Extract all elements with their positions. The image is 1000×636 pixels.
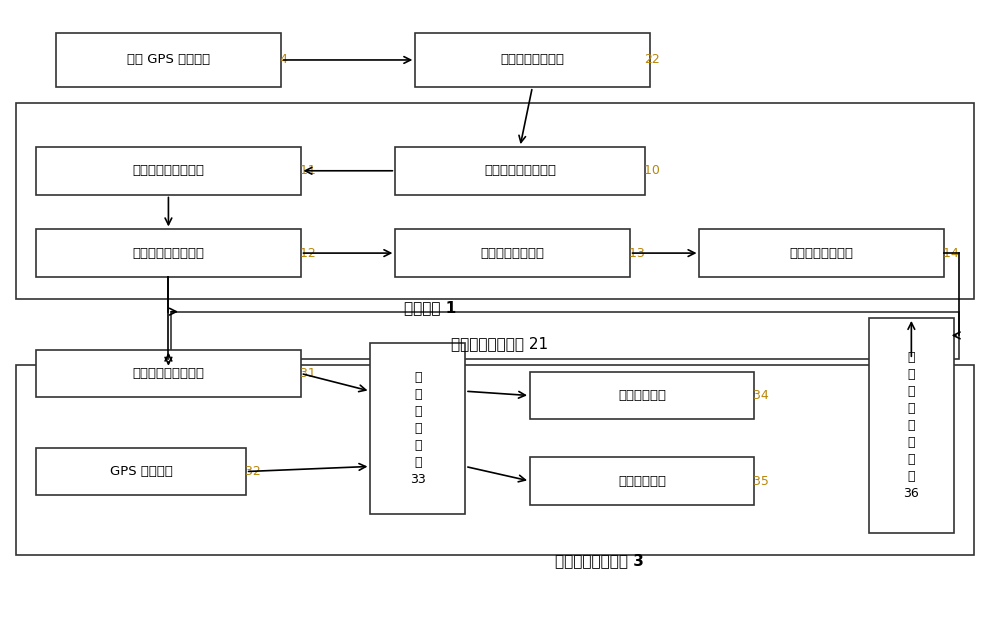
Text: 换乘信息发布模块: 换乘信息发布模块 (790, 247, 854, 259)
Text: 12: 12 (296, 247, 315, 259)
Bar (395, 230, 630, 277)
Text: 34: 34 (749, 389, 769, 402)
Text: 声音提示模块: 声音提示模块 (618, 474, 666, 488)
Bar (395, 147, 645, 195)
Bar (16, 366, 974, 555)
Bar (530, 372, 754, 419)
Text: 10: 10 (640, 164, 659, 177)
Bar (36, 350, 301, 397)
Bar (56, 33, 281, 87)
Bar (415, 33, 650, 87)
Bar (36, 448, 246, 495)
Bar (699, 230, 944, 277)
Text: 22: 22 (645, 53, 660, 66)
Text: 32: 32 (241, 465, 260, 478)
Bar (370, 343, 465, 515)
Text: 第一数据通讯单元 21: 第一数据通讯单元 21 (451, 336, 549, 350)
Text: 车载调度执行单元 3: 车载调度执行单元 3 (555, 553, 644, 569)
Text: 运行时刻表生成模块: 运行时刻表生成模块 (132, 247, 204, 259)
Text: 计划时间表生成模块: 计划时间表生成模块 (484, 164, 556, 177)
Text: 偏差显示模块: 偏差显示模块 (618, 389, 666, 402)
Text: 车
厢
信
息
提
示
模
块
36: 车 厢 信 息 提 示 模 块 36 (903, 351, 919, 500)
Bar (36, 147, 301, 195)
Text: 11: 11 (296, 164, 315, 177)
Text: 到达位置判断模块: 到达位置判断模块 (480, 247, 544, 259)
Bar (530, 457, 754, 505)
Text: 调度单元 1: 调度单元 1 (404, 300, 456, 315)
Text: 运行时刻表存储模块: 运行时刻表存储模块 (132, 367, 204, 380)
Text: 14: 14 (939, 247, 959, 259)
Text: 4: 4 (276, 53, 288, 66)
Text: 比
较
判
断
模
块
33: 比 较 判 断 模 块 33 (410, 371, 426, 487)
Text: 31: 31 (296, 367, 315, 380)
Text: 13: 13 (625, 247, 644, 259)
Bar (16, 102, 974, 299)
Bar (869, 318, 954, 534)
Text: 车载 GPS 定位单元: 车载 GPS 定位单元 (127, 53, 210, 66)
Bar (171, 312, 959, 359)
Text: 35: 35 (749, 474, 769, 488)
Text: 第二数据通讯单元: 第二数据通讯单元 (500, 53, 564, 66)
Bar (36, 230, 301, 277)
Text: 计划时间表存储模块: 计划时间表存储模块 (132, 164, 204, 177)
Text: GPS 定位模块: GPS 定位模块 (110, 465, 172, 478)
